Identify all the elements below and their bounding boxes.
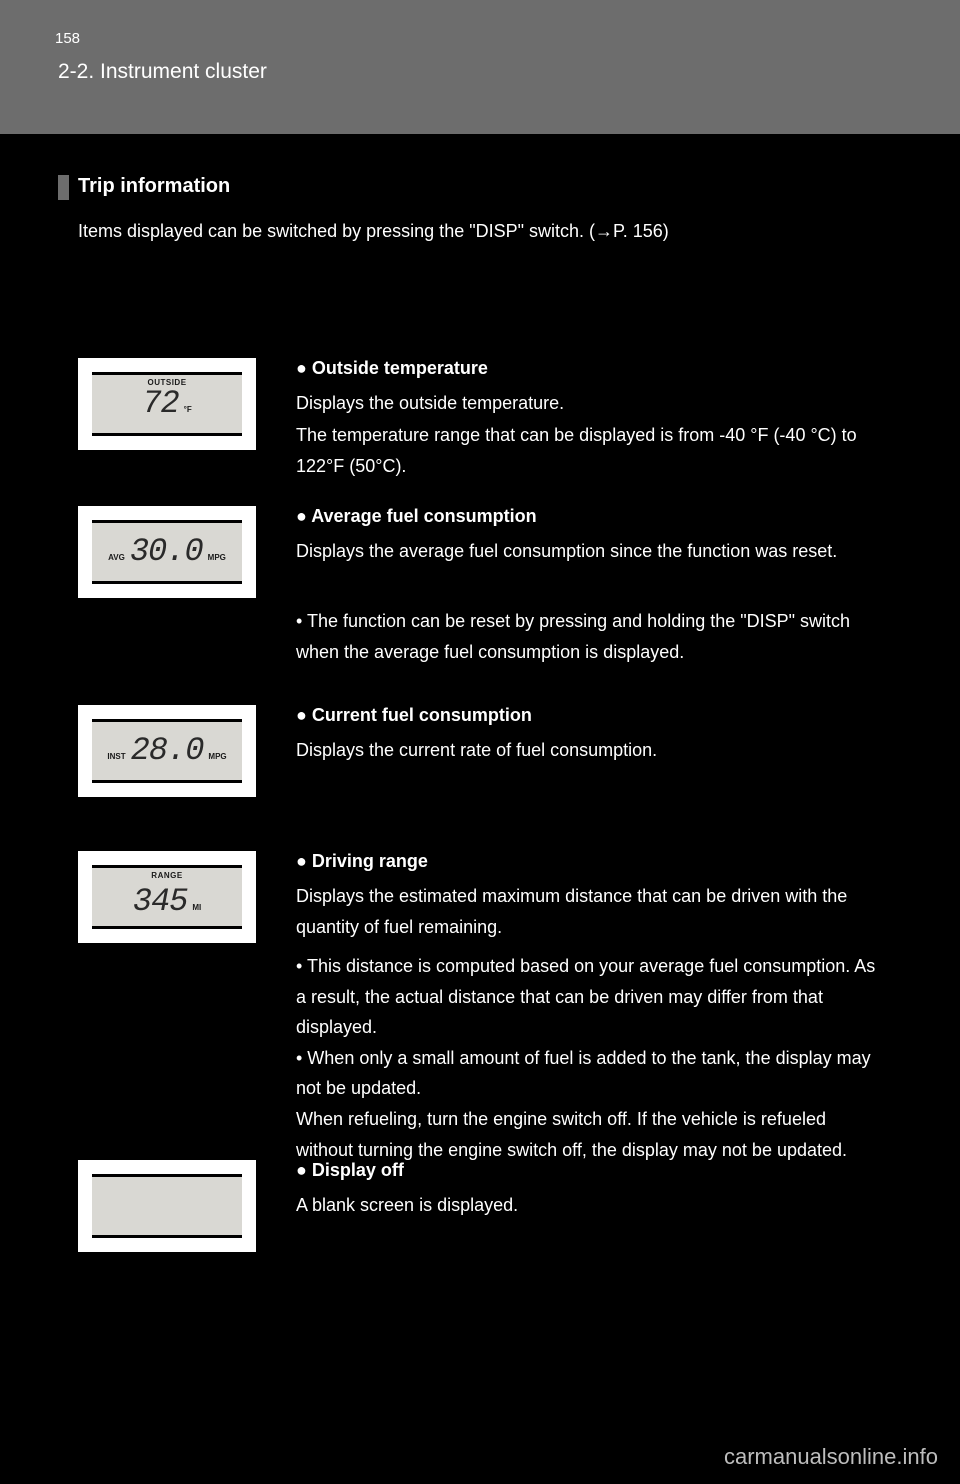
block-extra: • This distance is computed based on you… [296, 951, 886, 1165]
lcd-unit: MPG [208, 553, 226, 562]
section-mark [58, 175, 69, 200]
lcd-range: RANGE 345 MI [78, 851, 256, 943]
info-block-current-fuel: INST 28.0 MPG ● Current fuel consumption… [78, 705, 888, 797]
lcd-value: 345 [133, 886, 188, 918]
lcd-unit: MPG [208, 752, 226, 761]
block-title: ● Average fuel consumption [296, 506, 537, 527]
block-title: ● Current fuel consumption [296, 705, 532, 726]
info-block-avg-fuel: AVG 30.0 MPG ● Average fuel consumption … [78, 506, 888, 598]
lcd-prefix: INST [107, 752, 125, 761]
block-body-2: The temperature range that can be displa… [296, 420, 886, 481]
lcd-prefix: AVG [108, 553, 125, 562]
lcd-value: 72 [142, 388, 178, 420]
block-title: ● Outside temperature [296, 358, 488, 379]
block-body: A blank screen is displayed. [296, 1190, 886, 1221]
lcd-label: RANGE [92, 871, 242, 880]
info-block-outside-temp: OUTSIDE 72 °F ● Outside temperature Disp… [78, 358, 888, 450]
info-block-display-off: ● Display off A blank screen is displaye… [78, 1160, 888, 1252]
block-extra: • The function can be reset by pressing … [296, 606, 886, 667]
lcd-unit: MI [192, 903, 201, 912]
block-body: Displays the estimated maximum distance … [296, 881, 886, 942]
lcd-value: 28.0 [131, 735, 204, 767]
section-heading: Trip information [78, 175, 230, 198]
lcd-value: 30.0 [130, 536, 203, 568]
footer-watermark: carmanualsonline.info [724, 1444, 938, 1470]
intro-text: Items displayed can be switched by press… [78, 215, 888, 247]
page-number: 158 [55, 30, 80, 47]
header-title: 2-2. Instrument cluster [58, 60, 267, 84]
lcd-blank [78, 1160, 256, 1252]
lcd-avg-fuel: AVG 30.0 MPG [78, 506, 256, 598]
block-body: Displays the outside temperature. [296, 388, 886, 419]
lcd-current-fuel: INST 28.0 MPG [78, 705, 256, 797]
block-body: Displays the current rate of fuel consum… [296, 735, 886, 766]
block-body: Displays the average fuel consumption si… [296, 536, 886, 567]
block-title: ● Driving range [296, 851, 428, 872]
block-title: ● Display off [296, 1160, 404, 1181]
lcd-outside-temp: OUTSIDE 72 °F [78, 358, 256, 450]
lcd-unit: °F [184, 405, 192, 414]
info-block-driving-range: RANGE 345 MI ● Driving range Displays th… [78, 851, 888, 943]
